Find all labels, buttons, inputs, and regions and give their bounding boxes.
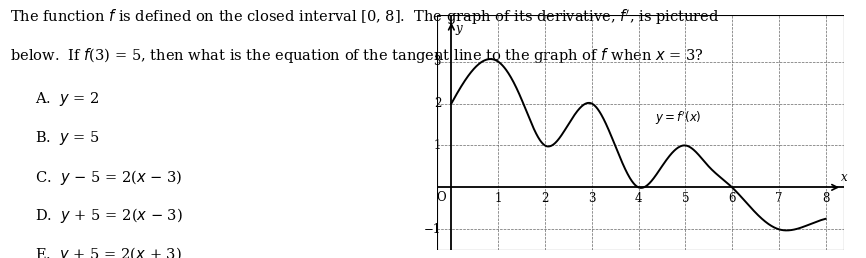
Text: 4: 4 bbox=[635, 191, 643, 205]
Text: −1: −1 bbox=[423, 223, 441, 236]
Text: 5: 5 bbox=[682, 191, 689, 205]
Text: 3: 3 bbox=[434, 55, 441, 68]
Text: The function $f$ is defined on the closed interval [0, 8].  The graph of its der: The function $f$ is defined on the close… bbox=[10, 8, 720, 27]
Text: 8: 8 bbox=[822, 191, 830, 205]
Text: $y=f'(x)$: $y=f'(x)$ bbox=[655, 109, 701, 127]
Text: 2: 2 bbox=[434, 97, 441, 110]
Text: 1: 1 bbox=[494, 191, 501, 205]
Text: C.  $y$ $-$ 5 = 2($x$ $-$ 3): C. $y$ $-$ 5 = 2($x$ $-$ 3) bbox=[35, 168, 182, 187]
Text: x: x bbox=[841, 171, 848, 184]
Text: 2: 2 bbox=[541, 191, 549, 205]
Text: 3: 3 bbox=[588, 191, 596, 205]
Text: 7: 7 bbox=[775, 191, 783, 205]
Text: D.  $y$ + 5 = 2($x$ $-$ 3): D. $y$ + 5 = 2($x$ $-$ 3) bbox=[35, 206, 183, 225]
Text: below.  If $f$(3) = 5, then what is the equation of the tangent line to the grap: below. If $f$(3) = 5, then what is the e… bbox=[10, 46, 704, 66]
Text: 6: 6 bbox=[728, 191, 736, 205]
Text: B.  $y$ = 5: B. $y$ = 5 bbox=[35, 129, 100, 147]
Text: y: y bbox=[456, 22, 462, 35]
Text: E.  $y$ + 5 = 2($x$ + 3): E. $y$ + 5 = 2($x$ + 3) bbox=[35, 245, 182, 258]
Text: A.  $y$ = 2: A. $y$ = 2 bbox=[35, 90, 100, 108]
Text: O: O bbox=[436, 191, 446, 204]
Text: 1: 1 bbox=[434, 139, 441, 152]
